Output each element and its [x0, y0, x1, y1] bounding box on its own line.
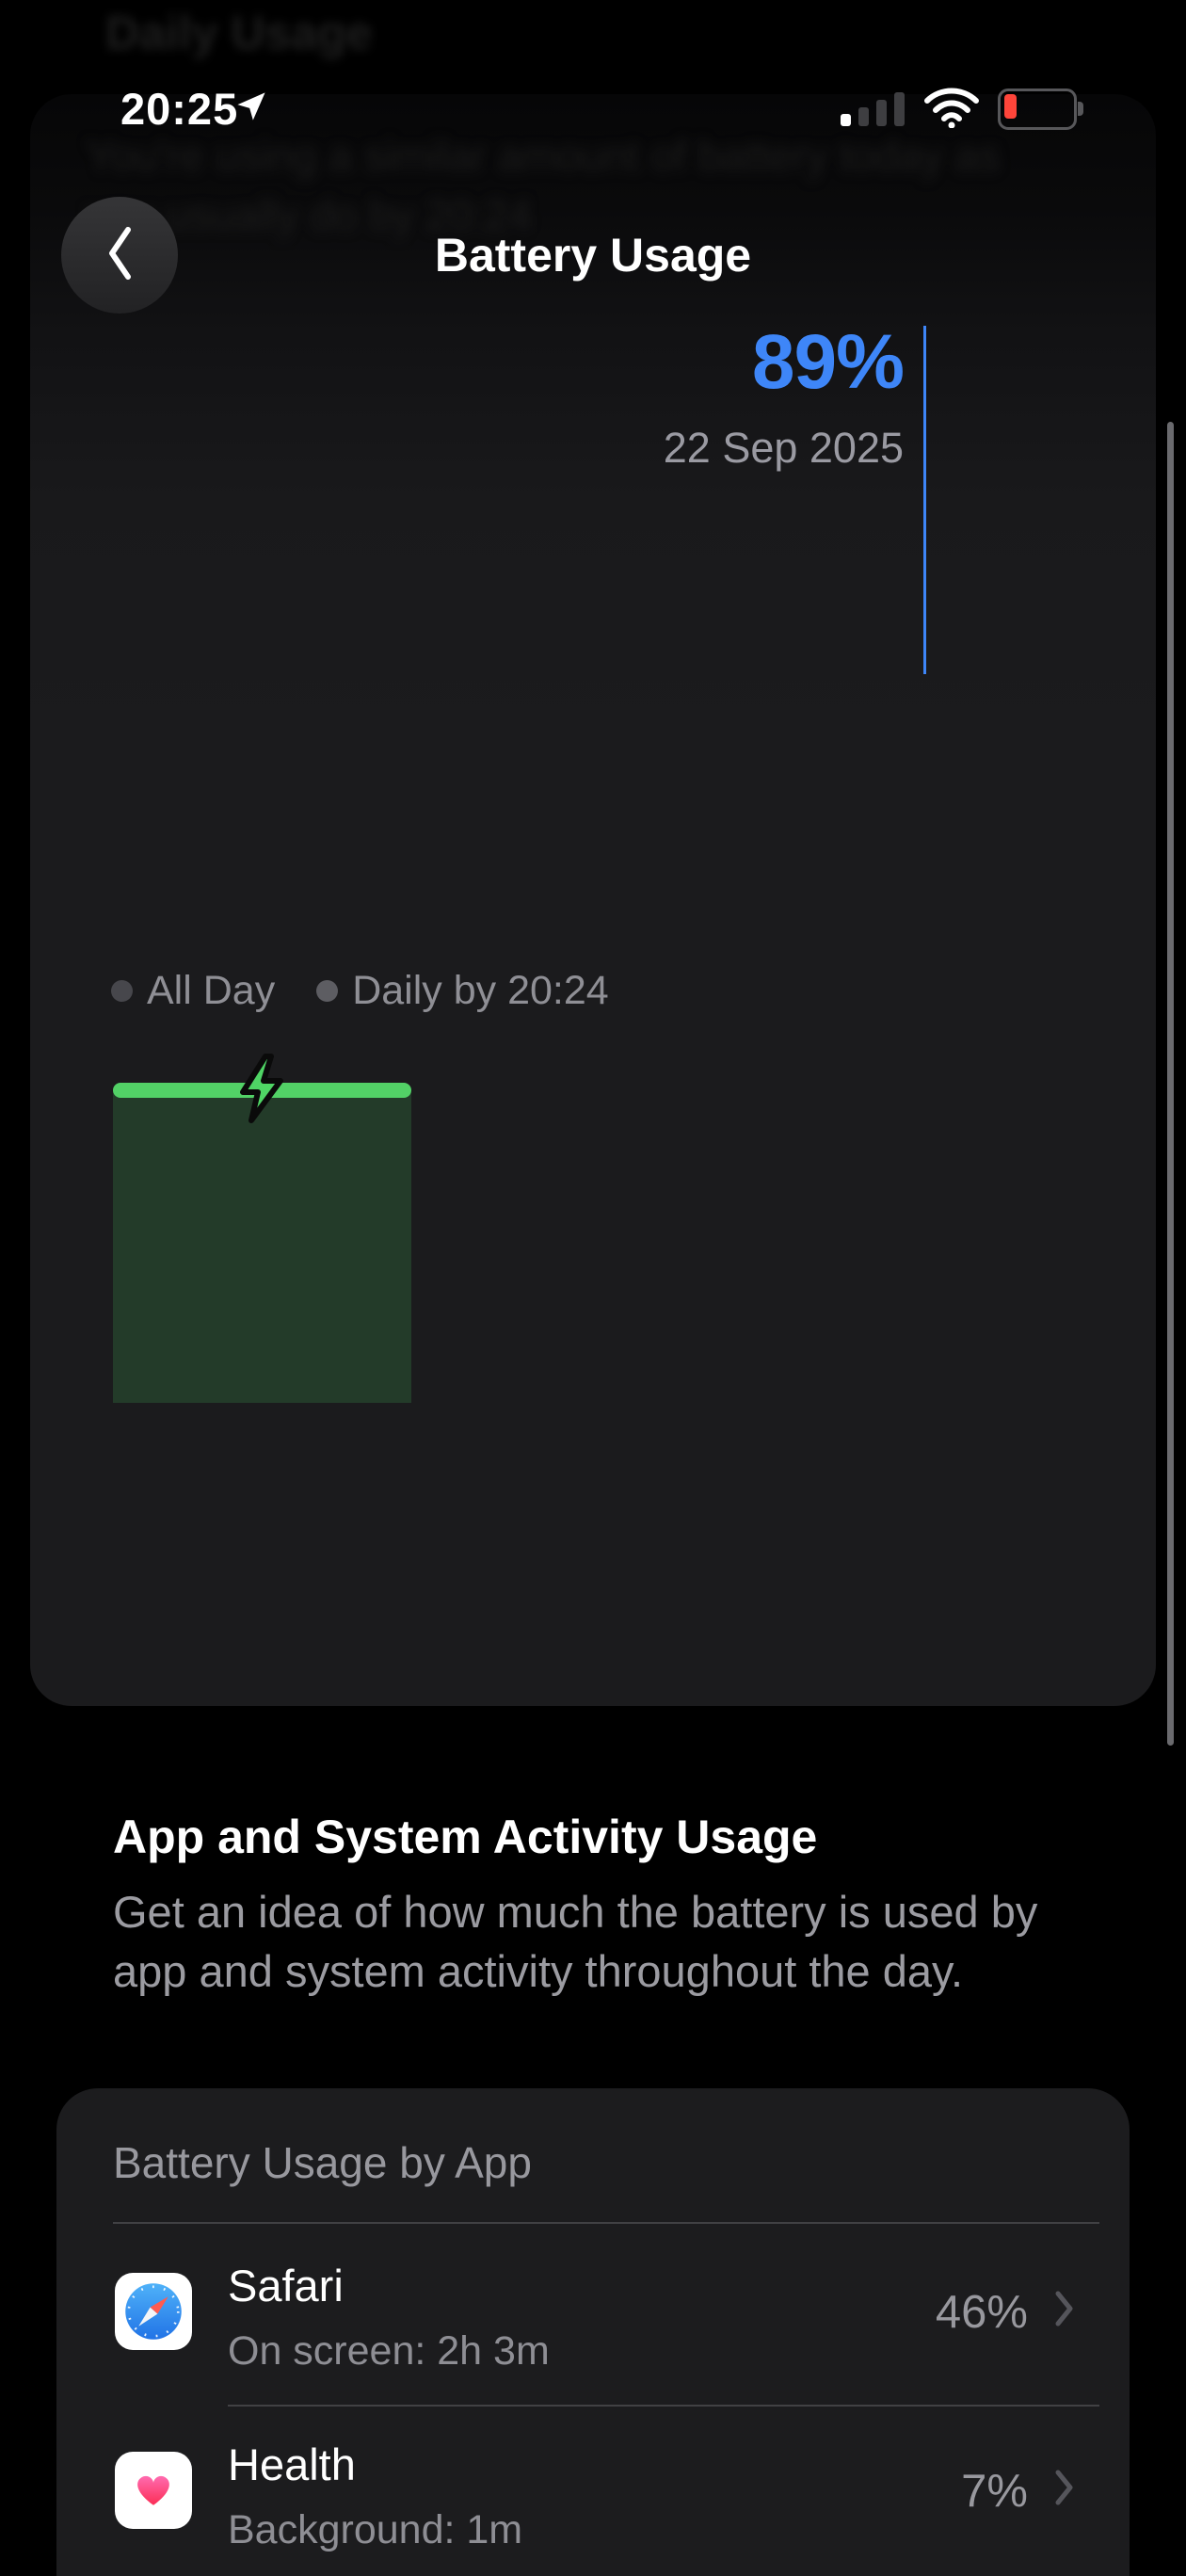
app-row-safari-text: Safari On screen: 2h 3m: [228, 2260, 550, 2375]
legend-label: All Day: [147, 968, 276, 1013]
lightning-bolt-icon: [233, 1053, 290, 1129]
battery-nub: [1078, 102, 1083, 116]
dimmed-daily-usage-title: Daily Usage: [105, 7, 373, 59]
selected-day-indicator-line: [923, 326, 926, 674]
page-title: Battery Usage: [434, 229, 752, 282]
legend-item-all-day: All Day: [111, 968, 275, 1014]
battery-level-fill: [1004, 94, 1017, 119]
legend-label: Daily by 20:24: [352, 968, 609, 1013]
app-name: Safari: [228, 2261, 344, 2310]
app-detail: On screen: 2h 3m: [228, 2328, 550, 2374]
divider: [113, 2222, 1099, 2224]
selected-day-percent: 89%: [751, 319, 905, 405]
battery-usage-by-app-card: [56, 2088, 1130, 2576]
app-row-health-text: Health Background: 1m: [228, 2439, 522, 2553]
safari-icon: [115, 2273, 192, 2350]
wifi-icon: [922, 87, 981, 133]
legend-dot-daily: [316, 980, 339, 1002]
scrollbar-thumb[interactable]: [1167, 422, 1174, 1746]
app-name: Health: [228, 2439, 356, 2489]
charging-period-overlay: [113, 1092, 411, 1403]
location-arrow-icon: [235, 90, 267, 127]
status-bar: 20:25: [0, 83, 1186, 136]
section-heading: App and System Activity Usage: [113, 1811, 818, 1863]
cellular-signal-icon: [841, 89, 906, 131]
back-button[interactable]: [61, 197, 178, 314]
chevron-right-icon: [1054, 2290, 1075, 2332]
app-card-header: Battery Usage by App: [113, 2138, 532, 2187]
chevron-right-icon: [1054, 2469, 1075, 2511]
battery-status-icon: [998, 89, 1083, 130]
app-percent: 7%: [961, 2466, 1028, 2517]
chart-legend: All Day Daily by 20:24: [111, 968, 609, 1014]
section-description: Get an idea of how much the battery is u…: [113, 1887, 1038, 1996]
battery-usage-sheet: [30, 94, 1156, 1706]
dimmed-text-line-1: You're using a similar amount of battery…: [87, 132, 1000, 180]
divider: [228, 2405, 1099, 2407]
app-detail: Background: 1m: [228, 2507, 523, 2552]
legend-item-daily: Daily by 20:24: [316, 968, 609, 1014]
app-row-safari[interactable]: [115, 2273, 192, 2350]
legend-dot-all-day: [111, 980, 133, 1002]
app-row-health[interactable]: [115, 2452, 192, 2529]
health-icon: [115, 2452, 192, 2529]
selected-day-date: 22 Sep 2025: [663, 424, 904, 472]
chevron-left-icon: [101, 224, 138, 287]
status-time: 20:25: [120, 84, 239, 134]
app-percent: 46%: [935, 2287, 1028, 2338]
